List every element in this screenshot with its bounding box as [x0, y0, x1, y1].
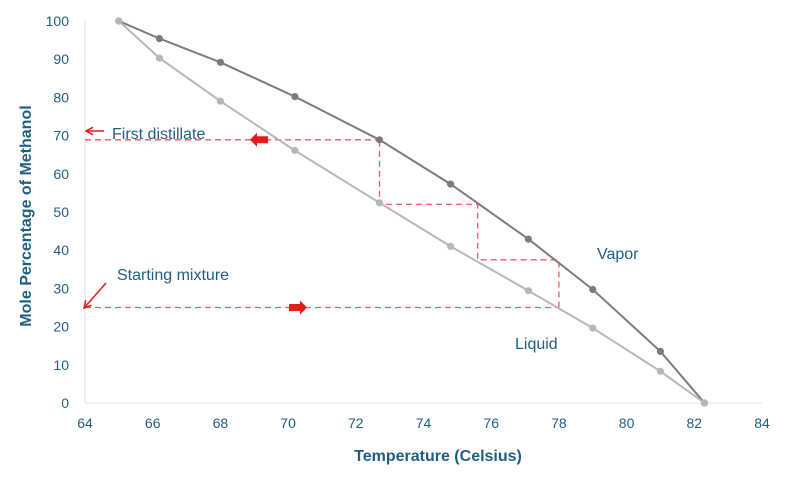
liquid-label: Liquid	[515, 336, 558, 353]
vapor-point	[589, 285, 597, 294]
x-axis-title: Temperature (Celsius)	[354, 448, 522, 465]
y-tick-label: 40	[53, 242, 69, 258]
liquid-point	[375, 199, 384, 207]
labels-layer: Temperature (Celsius) Mole Percentage of…	[18, 105, 639, 465]
y-tick-label: 90	[53, 51, 69, 67]
distillation-steps	[378, 139, 560, 308]
x-tick-label: 70	[280, 415, 296, 431]
x-tick-label: 64	[77, 415, 93, 431]
liquid-point	[447, 242, 455, 250]
x-tick-label: 66	[145, 415, 161, 431]
liquid-point	[589, 324, 597, 332]
first-distillate-pointer-arrow-head	[84, 126, 94, 136]
liquid-point	[656, 367, 665, 375]
vapor-point	[216, 58, 224, 66]
series-layer	[115, 17, 709, 407]
liquid-point	[155, 54, 164, 62]
vapor-label: Vapor	[597, 246, 639, 263]
distillation-guides	[85, 132, 560, 315]
x-tick-label: 84	[754, 415, 770, 431]
y-tick-label: 50	[53, 204, 69, 220]
y-tick-label: 70	[53, 128, 69, 144]
x-tick-label: 82	[687, 415, 703, 431]
starting-mixture-block-arrow	[289, 300, 307, 315]
x-tick-label: 78	[551, 415, 567, 431]
liquid-point	[524, 287, 533, 295]
liquid-point	[115, 17, 123, 25]
x-tick-label: 76	[483, 415, 499, 431]
vapor-point	[447, 180, 455, 188]
liquid-point	[216, 97, 224, 105]
vapor-point	[291, 93, 299, 101]
axes: 64 66 68 70 72 74 76 78 80 82 84 0 10 20 30 40 50 60 70 80 9…	[46, 13, 770, 431]
y-tick-label: 10	[53, 357, 69, 373]
starting-mixture-pointer-arrow	[83, 282, 107, 309]
vapor-point	[524, 235, 533, 243]
y-axis-title: Mole Percentage of Methanol	[18, 105, 35, 326]
y-tick-label: 80	[53, 89, 69, 105]
y-tick-label: 30	[53, 280, 69, 296]
y-tick-label: 60	[53, 166, 69, 182]
liquid-point	[291, 146, 299, 155]
vapor-point	[375, 136, 384, 144]
vapor-point	[656, 347, 665, 355]
liquid-point	[700, 399, 709, 407]
first-distillate-block-arrow	[250, 132, 268, 147]
x-tick-label: 72	[348, 415, 364, 431]
first-distillate-label: First distillate	[112, 126, 205, 143]
y-tick-label: 20	[53, 319, 69, 335]
starting-mixture-pointer-arrow-head	[82, 300, 92, 310]
liquid-line	[118, 20, 706, 404]
y-tick-label: 100	[46, 13, 70, 29]
y-tick-label: 0	[61, 395, 69, 411]
x-tick-label: 74	[416, 415, 432, 431]
vapor-line	[118, 20, 706, 404]
x-tick-label: 80	[619, 415, 635, 431]
vapor-point	[155, 35, 164, 43]
x-tick-label: 68	[213, 415, 229, 431]
starting-mixture-label: Starting mixture	[117, 267, 229, 284]
